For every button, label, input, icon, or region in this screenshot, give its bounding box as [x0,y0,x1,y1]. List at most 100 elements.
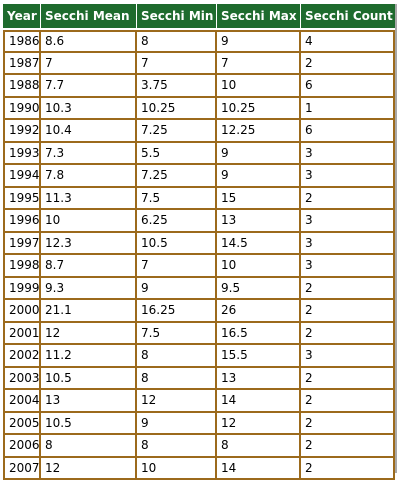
cell-year: 1994 [3,165,41,188]
cell-secchi-max: 8 [217,435,301,458]
cell-secchi-max: 9 [217,30,301,53]
cell-secchi-mean: 21.1 [41,300,137,323]
cell-secchi-count: 2 [301,390,395,413]
cell-secchi-mean: 10.4 [41,120,137,143]
cell-secchi-count: 3 [301,210,395,233]
header-secchi-count: Secchi Count [301,4,395,30]
cell-secchi-count: 2 [301,435,395,458]
cell-secchi-count: 2 [301,300,395,323]
cell-year: 1988 [3,75,41,98]
cell-year: 1998 [3,255,41,278]
cell-secchi-mean: 9.3 [41,278,137,301]
cell-year: 1993 [3,143,41,166]
cell-secchi-max: 12.25 [217,120,301,143]
cell-secchi-max: 12 [217,413,301,436]
cell-year: 2006 [3,435,41,458]
cell-secchi-max: 14 [217,390,301,413]
header-secchi-min: Secchi Min [137,4,217,30]
cell-secchi-min: 3.75 [137,75,217,98]
table-header-row: Year Secchi Mean Secchi Min Secchi Max S… [3,4,395,30]
cell-year: 2002 [3,345,41,368]
cell-secchi-max: 9.5 [217,278,301,301]
cell-year: 1999 [3,278,41,301]
cell-secchi-mean: 10 [41,210,137,233]
cell-secchi-mean: 7.7 [41,75,137,98]
cell-year: 1997 [3,233,41,256]
cell-secchi-max: 13 [217,368,301,391]
cell-secchi-min: 7 [137,255,217,278]
cell-year: 2005 [3,413,41,436]
cell-secchi-mean: 10.5 [41,368,137,391]
cell-secchi-min: 9 [137,278,217,301]
cell-secchi-min: 8 [137,30,217,53]
cell-secchi-min: 9 [137,413,217,436]
cell-secchi-min: 8 [137,345,217,368]
cell-secchi-max: 10 [217,255,301,278]
cell-secchi-max: 10 [217,75,301,98]
cell-secchi-count: 2 [301,368,395,391]
cell-secchi-mean: 8.7 [41,255,137,278]
cell-secchi-count: 3 [301,165,395,188]
cell-year: 1996 [3,210,41,233]
cell-secchi-max: 14.5 [217,233,301,256]
cell-year: 1986 [3,30,41,53]
cell-secchi-mean: 8 [41,435,137,458]
cell-secchi-mean: 7.8 [41,165,137,188]
cell-secchi-count: 2 [301,53,395,76]
cell-secchi-mean: 12 [41,323,137,346]
cell-secchi-min: 8 [137,368,217,391]
cell-secchi-mean: 11.3 [41,188,137,211]
cell-secchi-min: 10.25 [137,98,217,121]
cell-year: 1990 [3,98,41,121]
cell-secchi-count: 2 [301,278,395,301]
cell-secchi-max: 16.5 [217,323,301,346]
cell-secchi-min: 5.5 [137,143,217,166]
cell-secchi-count: 3 [301,143,395,166]
cell-secchi-min: 7.25 [137,165,217,188]
cell-secchi-min: 10.5 [137,233,217,256]
cell-secchi-mean: 13 [41,390,137,413]
header-year: Year [3,4,41,30]
cell-secchi-min: 8 [137,435,217,458]
cell-secchi-max: 10.25 [217,98,301,121]
cell-secchi-mean: 10.3 [41,98,137,121]
cell-secchi-mean: 11.2 [41,345,137,368]
cell-secchi-max: 9 [217,165,301,188]
cell-secchi-count: 3 [301,255,395,278]
cell-secchi-min: 7.5 [137,188,217,211]
cell-year: 1992 [3,120,41,143]
cell-secchi-count: 3 [301,345,395,368]
cell-secchi-max: 13 [217,210,301,233]
cell-secchi-max: 7 [217,53,301,76]
cell-secchi-mean: 8.6 [41,30,137,53]
cell-year: 1987 [3,53,41,76]
cell-secchi-count: 4 [301,30,395,53]
cell-secchi-max: 26 [217,300,301,323]
cell-secchi-mean: 7.3 [41,143,137,166]
cell-secchi-count: 2 [301,188,395,211]
cell-year: 1995 [3,188,41,211]
cell-secchi-min: 16.25 [137,300,217,323]
cell-secchi-mean: 7 [41,53,137,76]
cell-secchi-count: 1 [301,98,395,121]
cell-year: 2001 [3,323,41,346]
cell-secchi-count: 3 [301,233,395,256]
cell-secchi-min: 7 [137,53,217,76]
cell-year: 2004 [3,390,41,413]
cell-secchi-min: 7.5 [137,323,217,346]
cell-secchi-mean: 10.5 [41,413,137,436]
cell-secchi-count: 6 [301,75,395,98]
